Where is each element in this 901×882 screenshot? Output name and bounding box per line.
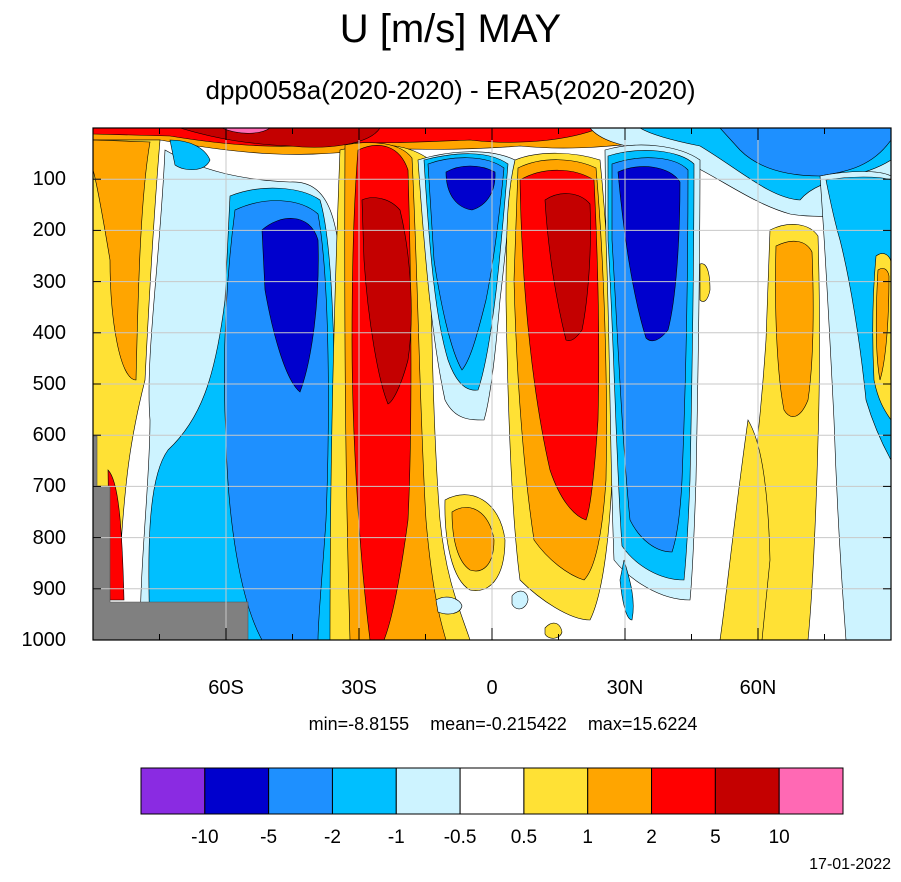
y-tick-label: 100 bbox=[32, 168, 66, 191]
y-tick-label: 500 bbox=[32, 373, 66, 395]
contour-fills bbox=[93, 128, 891, 640]
colorbar-label: -5 bbox=[260, 827, 278, 848]
contour-eq-darkblue bbox=[445, 165, 496, 211]
colorbar-swatch bbox=[523, 767, 589, 815]
colorbar-label: -0.5 bbox=[443, 827, 477, 848]
colorbar-label: 1 bbox=[582, 827, 593, 848]
y-tick-label: 1000 bbox=[21, 629, 67, 651]
colorbar-swatch bbox=[651, 767, 716, 815]
x-tick-label: 30N bbox=[606, 677, 644, 699]
contour-80N-blue bbox=[825, 176, 891, 461]
colorbar-label: -2 bbox=[324, 827, 341, 848]
colorbar-label: 10 bbox=[768, 827, 790, 848]
grid-lines bbox=[93, 128, 891, 640]
y-tick-label: 400 bbox=[32, 321, 66, 344]
stat-min: min=-8.8155 bbox=[308, 714, 410, 734]
x-tick-label: 0 bbox=[486, 677, 498, 699]
x-tick-label: 30S bbox=[341, 677, 377, 699]
contour-strat-darkred bbox=[179, 128, 381, 148]
y-tick-label: 300 bbox=[32, 270, 66, 293]
colorbar-swatch bbox=[331, 767, 397, 815]
colorbar-label: 5 bbox=[710, 827, 721, 848]
plot-date: 17-01-2022 bbox=[809, 856, 891, 873]
colorbar-label: -10 bbox=[191, 827, 219, 848]
contour-65N-orange bbox=[775, 240, 814, 417]
y-tick-label: 800 bbox=[32, 526, 66, 549]
colorbar-label: -1 bbox=[387, 827, 405, 848]
x-tick-label: 60N bbox=[739, 677, 777, 699]
colorbar-swatch bbox=[714, 767, 780, 815]
stats-line: min=-8.8155 mean=-0.215422 max=15.6224 bbox=[0, 714, 901, 734]
colorbar-swatch bbox=[778, 767, 844, 815]
colorbar-swatch bbox=[268, 767, 333, 815]
contour-60S-darkblue bbox=[261, 218, 319, 393]
tick-marks bbox=[93, 128, 891, 641]
contour-85N-orange bbox=[875, 268, 890, 381]
y-tick-label: 900 bbox=[32, 577, 66, 600]
colorbar-swatch bbox=[395, 767, 461, 815]
stat-max: max=15.6224 bbox=[587, 714, 698, 734]
contour-eq-lightblue-small bbox=[511, 590, 529, 610]
contour-30S-darkred bbox=[361, 197, 412, 405]
colorbar-label: 2 bbox=[646, 827, 657, 848]
colorbar-swatch bbox=[140, 767, 206, 815]
contour-80S-red bbox=[107, 469, 125, 601]
colorbar bbox=[140, 767, 844, 815]
contour-15N-yellow-small bbox=[544, 622, 563, 639]
contour-85S-orange bbox=[93, 139, 151, 381]
colorbar-swatch bbox=[204, 767, 270, 815]
y-tick-label: 700 bbox=[32, 475, 66, 498]
colorbar-swatch bbox=[459, 767, 525, 815]
contour-35N-blue-bottom bbox=[619, 559, 634, 621]
contour-5S-orange bbox=[451, 507, 495, 572]
y-tick-label: 600 bbox=[32, 424, 66, 447]
contour-35N-darkblue bbox=[617, 166, 681, 342]
contour-55N-yellow bbox=[699, 263, 711, 302]
stat-mean: mean=-0.215422 bbox=[430, 714, 567, 734]
chart-title: U [m/s] MAY bbox=[339, 7, 562, 51]
chart-subtitle: dpp0058a(2020-2020) - ERA5(2020-2020) bbox=[205, 75, 696, 105]
contour-75S-blue-top bbox=[169, 139, 211, 170]
colorbar-label: 0.5 bbox=[510, 827, 538, 848]
colorbar-swatch bbox=[587, 767, 653, 815]
y-tick-label: 200 bbox=[32, 219, 66, 242]
contour-15S-lightblue bbox=[435, 596, 463, 615]
x-tick-label: 60S bbox=[208, 677, 244, 699]
